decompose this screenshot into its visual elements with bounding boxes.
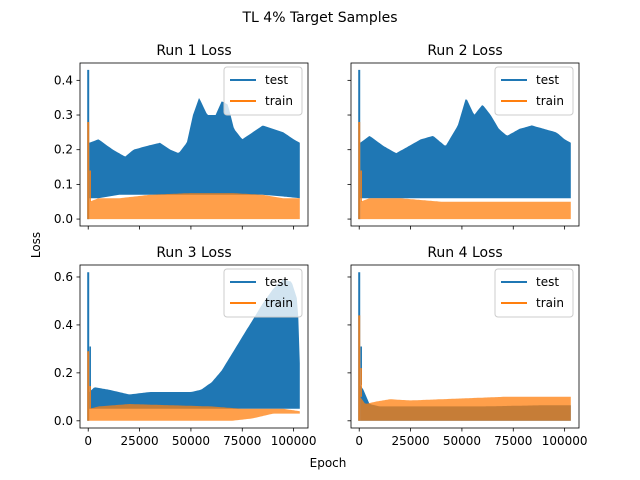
x-tick-label: 100000 <box>542 434 588 448</box>
legend: test train <box>494 66 574 116</box>
axes-frame <box>79 264 309 429</box>
legend-train-label: train <box>265 296 293 310</box>
legend-test-label: test <box>265 73 288 87</box>
legend: test train <box>494 268 574 318</box>
x-tick-label: 25000 <box>391 434 429 448</box>
plot-area <box>87 69 300 220</box>
x-tick-label: 75000 <box>223 434 261 448</box>
panel-run-4: Run 4 Loss 0 25000 50000 75000 100000 test trai… <box>347 245 588 448</box>
figure-suptitle: TL 4% Target Samples <box>241 10 397 26</box>
x-tick-label: 100000 <box>271 434 317 448</box>
y-tick-label: 0.4 <box>54 318 73 332</box>
y-tick-label: 0.4 <box>54 73 73 87</box>
legend-train-label: train <box>536 94 564 108</box>
series-train-band <box>89 193 300 220</box>
figure-ylabel: Loss <box>29 232 43 258</box>
y-tick-label: 0.2 <box>54 143 73 157</box>
x-tick-label: 25000 <box>120 434 158 448</box>
series-train-band <box>360 396 571 421</box>
y-tick-label: 0.2 <box>54 366 73 380</box>
legend: test train <box>223 66 303 116</box>
panel-run-2: Run 2 Loss test train <box>347 43 580 230</box>
x-tick-label: 0 <box>355 434 363 448</box>
legend: test train <box>223 268 303 318</box>
plot-area <box>87 272 300 421</box>
y-tick-label: 0.0 <box>54 212 73 226</box>
series-test-band <box>360 99 571 199</box>
plot-area <box>358 272 571 421</box>
series-test-band <box>89 279 300 409</box>
series-train-band <box>89 404 300 421</box>
series-train-band <box>360 198 571 220</box>
y-tick-label: 0.6 <box>54 270 73 284</box>
legend-test-label: test <box>536 73 559 87</box>
panel-run-1: Run 1 Loss 0.0 0.1 0.2 0.3 0.4 test train <box>54 43 309 230</box>
plot-area <box>358 69 571 220</box>
x-tick-label: 50000 <box>172 434 210 448</box>
panel-run-3: Run 3 Loss 0.0 0.2 0.4 0.6 0 25000 50000 75000 10… <box>54 245 317 448</box>
figure-xlabel: Epoch <box>310 456 347 470</box>
legend-test-label: test <box>265 275 288 289</box>
panel-title: Run 1 Loss <box>156 43 231 59</box>
y-tick-label: 0.0 <box>54 414 73 428</box>
axes-frame <box>350 62 580 227</box>
panel-title: Run 4 Loss <box>427 245 502 261</box>
y-tick-label: 0.1 <box>54 177 73 191</box>
panel-title: Run 2 Loss <box>427 43 502 59</box>
x-tick-label: 0 <box>84 434 92 448</box>
legend-train-label: train <box>536 296 564 310</box>
axes-frame <box>79 62 309 227</box>
y-tick-label: 0.3 <box>54 108 73 122</box>
panel-title: Run 3 Loss <box>156 245 231 261</box>
x-tick-label: 75000 <box>494 434 532 448</box>
axes-frame <box>350 264 580 429</box>
legend-test-label: test <box>536 275 559 289</box>
x-tick-label: 50000 <box>443 434 481 448</box>
legend-train-label: train <box>265 94 293 108</box>
series-test-band <box>89 98 300 199</box>
